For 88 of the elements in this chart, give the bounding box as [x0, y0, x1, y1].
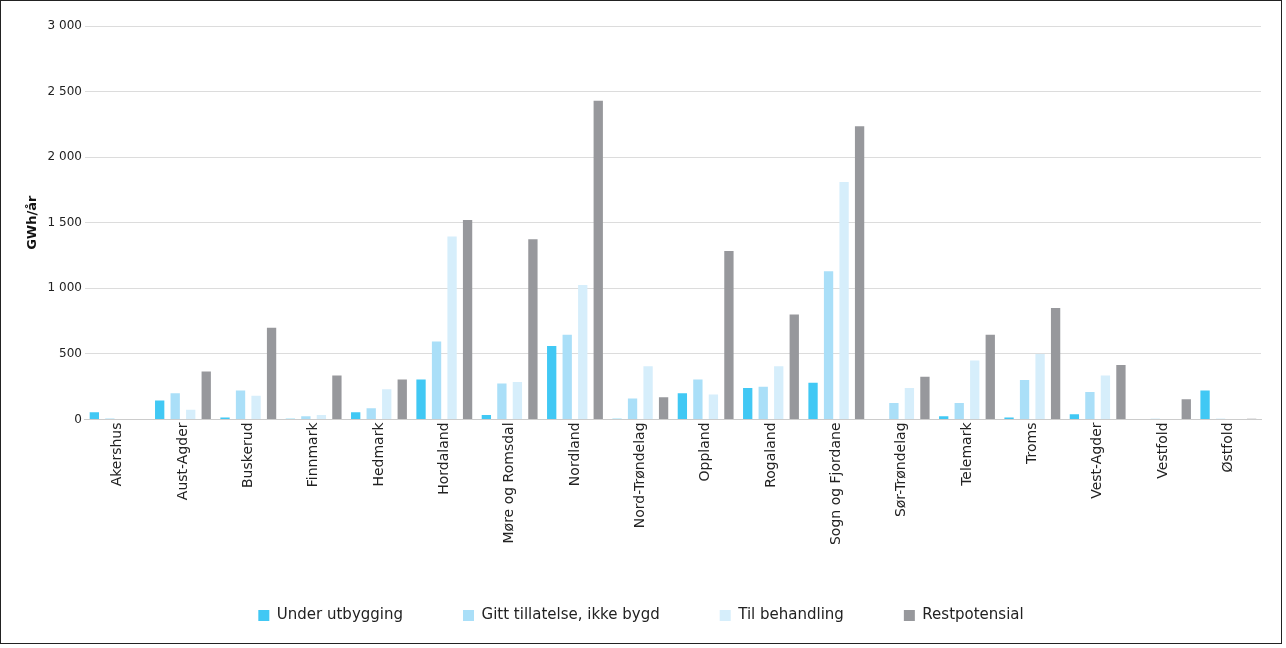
bar — [447, 236, 457, 419]
bar — [266, 327, 277, 419]
bar — [431, 341, 442, 419]
y-axis-title: GWh/år — [24, 195, 40, 250]
x-tick-label: Finnmark — [304, 421, 321, 488]
bar — [1181, 399, 1191, 419]
x-tick-label: Nord-Trøndelag — [630, 422, 647, 529]
bar — [186, 409, 196, 419]
x-tick-label: Akershus — [108, 422, 125, 487]
bar — [462, 220, 473, 419]
bar — [170, 393, 180, 419]
bar — [920, 376, 930, 419]
y-tick-label: 1 500 — [47, 214, 82, 229]
x-tick-label: Møre og Romsdal — [500, 422, 517, 544]
x-tick-label: Hordaland — [434, 422, 451, 495]
bar — [155, 400, 165, 419]
bar — [578, 285, 588, 419]
x-tick-label: Troms — [1022, 422, 1039, 465]
bar — [939, 416, 949, 419]
y-tick-label: 1 000 — [47, 280, 82, 295]
x-tick-label: Vest-Agder — [1088, 422, 1105, 499]
bar — [823, 271, 834, 419]
x-tick-label: Telemark — [957, 421, 974, 487]
x-tick-label: Sør-Trøndelag — [892, 422, 909, 518]
bar — [693, 379, 703, 419]
bar — [201, 371, 211, 419]
bar — [954, 403, 964, 419]
bar — [677, 393, 688, 419]
bar — [1050, 307, 1061, 419]
bar — [985, 334, 995, 419]
bar — [758, 386, 768, 419]
x-tick-label: Nordland — [565, 422, 582, 487]
x-tick-label: Aust-Agder — [173, 422, 190, 501]
y-tick-label: 2 000 — [47, 149, 82, 164]
bar — [332, 375, 342, 419]
bar — [512, 382, 523, 419]
bar — [1019, 380, 1030, 419]
x-tick-label: Rogaland — [761, 422, 778, 488]
bar — [774, 366, 784, 419]
legend-label: Restpotensial — [922, 605, 1024, 624]
y-tick-label: 0 — [74, 411, 82, 426]
x-tick-label: Buskerud — [238, 422, 255, 488]
bar — [743, 387, 753, 419]
bar — [481, 414, 492, 419]
bar — [658, 397, 669, 419]
bar — [1035, 353, 1045, 419]
bar — [351, 412, 361, 419]
bar — [1200, 390, 1210, 419]
bar — [547, 346, 557, 419]
x-tick-label: Hedmark — [369, 421, 386, 487]
bar — [839, 182, 849, 419]
bar — [301, 416, 311, 419]
legend-label: Gitt tillatelse, ikke bygd — [481, 605, 660, 624]
legend-label: Til behandling — [737, 605, 844, 624]
bar — [724, 250, 734, 419]
bar — [1069, 414, 1080, 419]
bar — [89, 412, 99, 419]
x-tick-label: Sogn og Fjordane — [826, 422, 843, 546]
bar — [1100, 375, 1111, 419]
bar — [562, 334, 572, 419]
bar — [528, 239, 538, 419]
bar — [1116, 365, 1126, 419]
y-tick-label: 500 — [59, 346, 82, 361]
x-tick-label: Vestfold — [1153, 422, 1170, 479]
y-tick-label: 3 000 — [47, 18, 82, 33]
legend-label: Under utbygging — [276, 605, 404, 624]
bar — [397, 379, 407, 419]
bar — [497, 383, 507, 419]
bar — [904, 387, 915, 419]
bar — [889, 403, 899, 419]
bar — [808, 382, 818, 419]
bar — [366, 408, 376, 419]
bar — [643, 366, 653, 419]
bar — [789, 314, 799, 419]
bar — [1085, 391, 1095, 419]
bar — [627, 398, 638, 419]
y-tick-label: 2 500 — [47, 83, 82, 98]
bar — [708, 394, 719, 419]
x-tick-label: Østfold — [1218, 422, 1235, 473]
bar — [854, 126, 865, 419]
bar — [382, 389, 392, 419]
bar — [970, 360, 980, 419]
x-tick-label: Oppland — [696, 422, 713, 482]
bar — [316, 414, 327, 419]
bar — [416, 379, 426, 419]
bar — [593, 100, 603, 419]
bar — [235, 390, 246, 419]
bar — [251, 395, 261, 419]
